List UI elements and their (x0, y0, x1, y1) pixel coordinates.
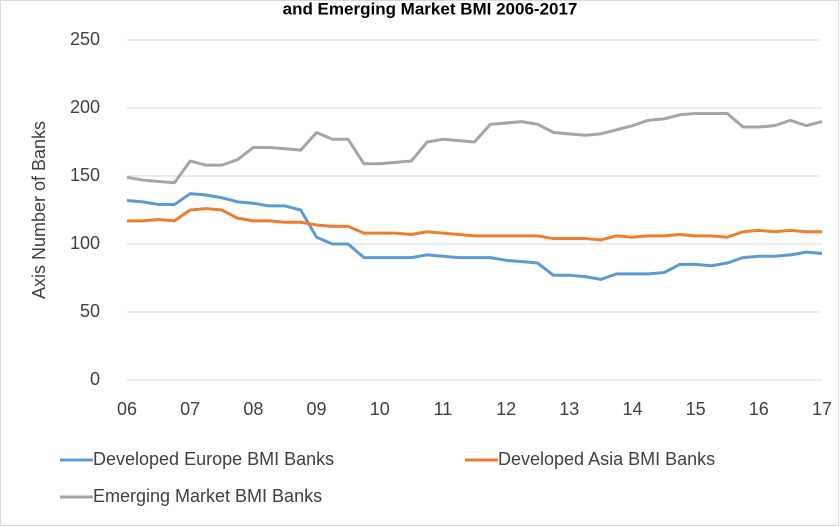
x-tick-label: 15 (686, 399, 706, 419)
legend-label: Emerging Market BMI Banks (93, 486, 322, 506)
x-tick-label: 13 (559, 399, 579, 419)
y-tick-label: 250 (70, 29, 100, 49)
x-tick-label: 08 (243, 399, 263, 419)
x-tick-label: 16 (749, 399, 769, 419)
y-tick-label: 100 (70, 233, 100, 253)
x-tick-label: 12 (496, 399, 516, 419)
y-axis-label: Axis Number of Banks (29, 121, 49, 299)
y-tick-label: 0 (90, 369, 100, 389)
legend-label: Developed Asia BMI Banks (498, 449, 715, 469)
series-line (127, 207, 822, 242)
x-tick-label: 14 (622, 399, 642, 419)
x-tick-label: 11 (434, 399, 453, 419)
series-line (126, 192, 823, 281)
chart-title: and Emerging Market BMI 2006-2017 (283, 0, 578, 18)
x-tick-label: 09 (307, 399, 327, 419)
x-tick-label: 10 (370, 399, 390, 419)
series-line (126, 111, 823, 185)
y-tick-label: 150 (70, 165, 100, 185)
y-tick-label: 200 (70, 97, 100, 117)
x-tick-label: 07 (180, 399, 200, 419)
x-tick-label: 17 (812, 399, 832, 419)
y-tick-label: 50 (80, 301, 100, 321)
legend-label: Developed Europe BMI Banks (93, 449, 334, 469)
x-tick-label: 06 (117, 399, 137, 419)
